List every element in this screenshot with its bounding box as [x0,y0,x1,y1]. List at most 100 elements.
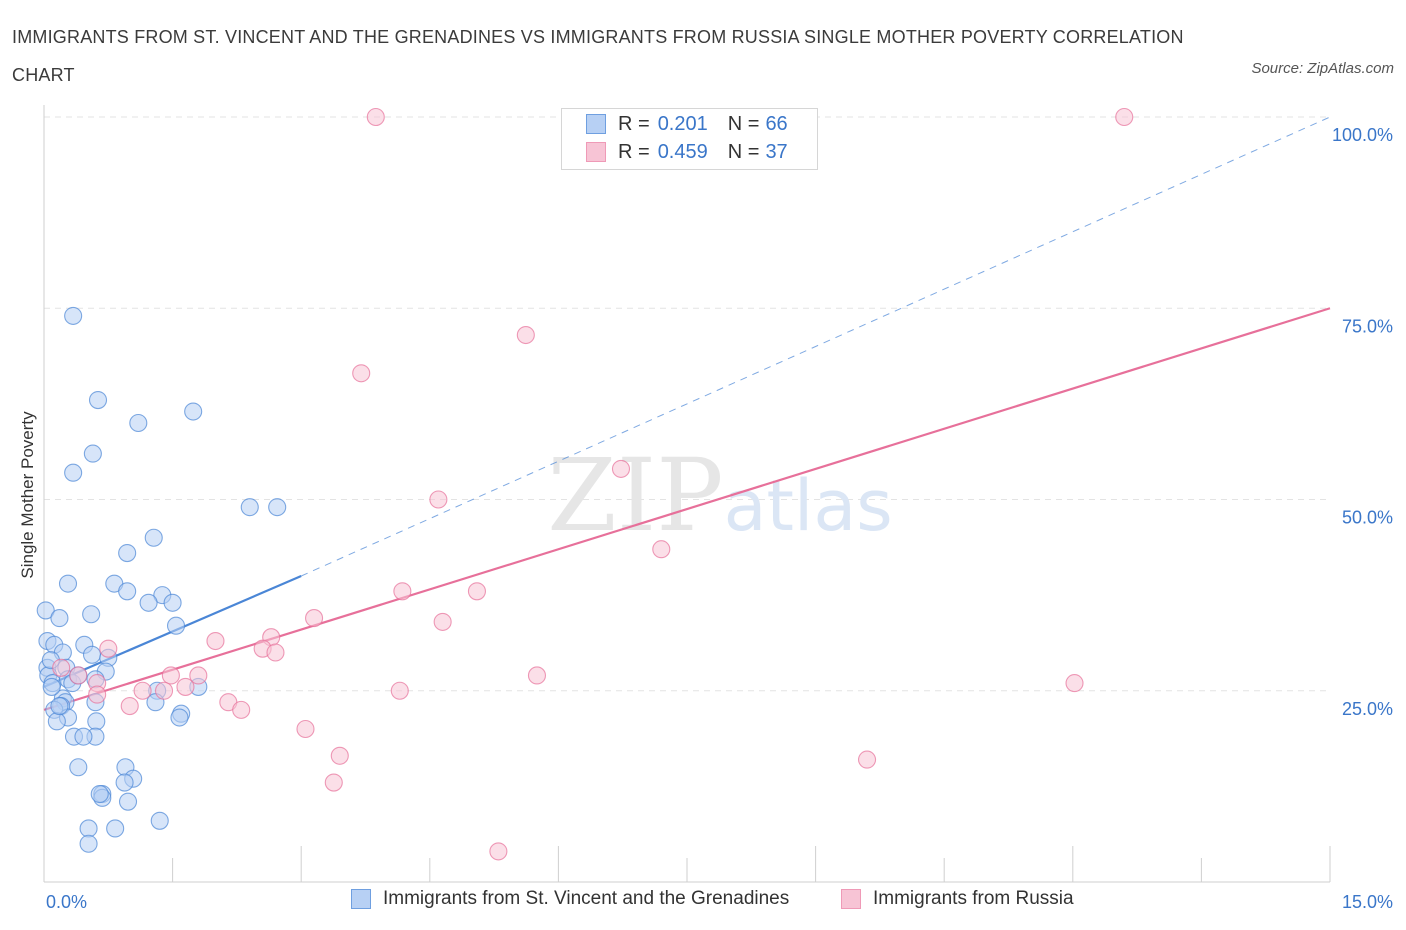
legend-r-value: 0.459 [657,140,708,163]
data-point-russia [266,643,285,662]
legend-row-russia: R = 0.459 N = 37 [586,139,796,165]
data-point-svg [64,463,83,482]
watermark-zip: ZIP [547,437,723,554]
source-credit: Source: ZipAtlas.com [1251,60,1394,77]
legend-r-label: R = [618,140,650,163]
data-point-svg [82,645,102,664]
legend-swatch-svg [586,114,606,134]
data-point-russia [296,719,315,739]
data-point-russia [527,666,547,685]
data-point-svg [90,784,109,804]
y-tick-label: 50.0% [1342,508,1393,528]
bottom-legend-label-svg: Immigrants from St. Vincent and the Gren… [383,888,790,909]
bottom-legend-label-russia: Immigrants from Russia [873,888,1074,909]
data-point-russia [433,612,452,631]
data-point-russia [99,639,118,658]
data-point-svg [240,498,259,517]
data-point-svg [184,402,203,421]
data-point-svg [118,543,137,563]
data-point-svg [129,413,148,433]
data-point-svg [82,605,101,624]
legend-swatch-russia [586,142,606,162]
y-tick-label: 25.0% [1342,699,1393,719]
data-point-russia [352,364,371,383]
data-point-svg [79,819,98,838]
data-point-russia [324,773,343,792]
data-point-svg [115,773,134,792]
data-point-svg [118,792,138,811]
stats-legend: R = 0.201 N = 66 R = 0.459 N = 37 [561,108,818,170]
data-point-svg [144,528,163,547]
x-tick-label: 0.0% [46,892,87,912]
data-point-svg [106,819,125,838]
y-tick-label: 75.0% [1342,316,1393,336]
data-point-russia [120,696,139,716]
data-point-russia [393,582,412,601]
data-point-svg [118,582,137,601]
data-point-svg [50,696,69,716]
data-point-russia [232,700,251,719]
bottom-legend-swatch-svg [351,889,371,909]
data-point-russia [467,582,487,601]
legend-r-label: R = [618,112,650,135]
data-point-svg [88,390,108,410]
chart-title: IMMIGRANTS FROM ST. VINCENT AND THE GREN… [12,27,1184,85]
trend-lines [43,116,1331,711]
tick-labels: 25.0% 50.0% 75.0% 100.0% 0.0% 15.0% [46,125,1393,912]
bottom-legend-svg: Immigrants from St. Vincent and the Gren… [351,888,789,910]
data-point-svg [58,574,78,593]
data-point-russia [652,540,671,559]
data-point-russia [611,459,631,478]
data-point-svg [36,601,55,620]
data-point-russia [206,631,225,651]
data-point-svg [87,712,106,731]
data-point-svg [170,708,189,727]
data-point-russia [489,842,508,861]
data-point-russia [305,609,324,628]
data-point-svg [83,444,102,463]
data-point-russia [366,107,385,127]
legend-row-svg: R = 0.201 N = 66 [586,111,796,137]
data-point-russia [330,746,349,765]
data-point-russia [69,666,88,685]
data-point-russia [133,681,152,700]
bottom-legend-swatch-russia [841,889,861,909]
data-point-russia [516,325,535,345]
data-point-russia [176,677,195,696]
data-point-svg [166,616,186,635]
data-point-svg [268,498,287,517]
legend-n-value: 66 [765,112,788,135]
data-point-russia [88,685,107,704]
watermark: ZIPatlas [547,437,892,554]
data-point-russia [429,490,448,509]
data-point-svg [69,758,88,777]
data-point-svg [64,306,83,325]
legend-n-label: N = [727,112,760,135]
data-point-svg [42,677,61,696]
data-point-russia [1115,107,1134,127]
data-point-russia [189,666,208,685]
data-point-russia [1065,674,1084,693]
legend-n-value: 37 [765,140,788,163]
watermark-atlas: atlas [724,465,893,547]
data-point-russia [52,658,71,677]
trend-line-russia [43,307,1331,711]
data-point-svg [139,593,158,612]
data-points [36,107,1134,861]
trend-line-extension [300,116,1331,577]
y-tick-label: 100.0% [1332,125,1393,145]
data-point-svg [163,593,182,612]
bottom-legend-russia: Immigrants from Russia [841,888,1074,910]
data-point-russia [390,681,409,700]
x-tick-label: 15.0% [1342,892,1393,912]
data-point-russia [154,681,174,700]
data-point-svg [50,609,69,628]
data-point-russia [161,666,180,685]
data-point-russia [857,750,877,769]
axes [43,105,1331,883]
data-point-svg [150,811,169,830]
data-point-svg [79,834,98,853]
data-point-svg [74,727,93,746]
legend-n-label: N = [727,140,760,163]
